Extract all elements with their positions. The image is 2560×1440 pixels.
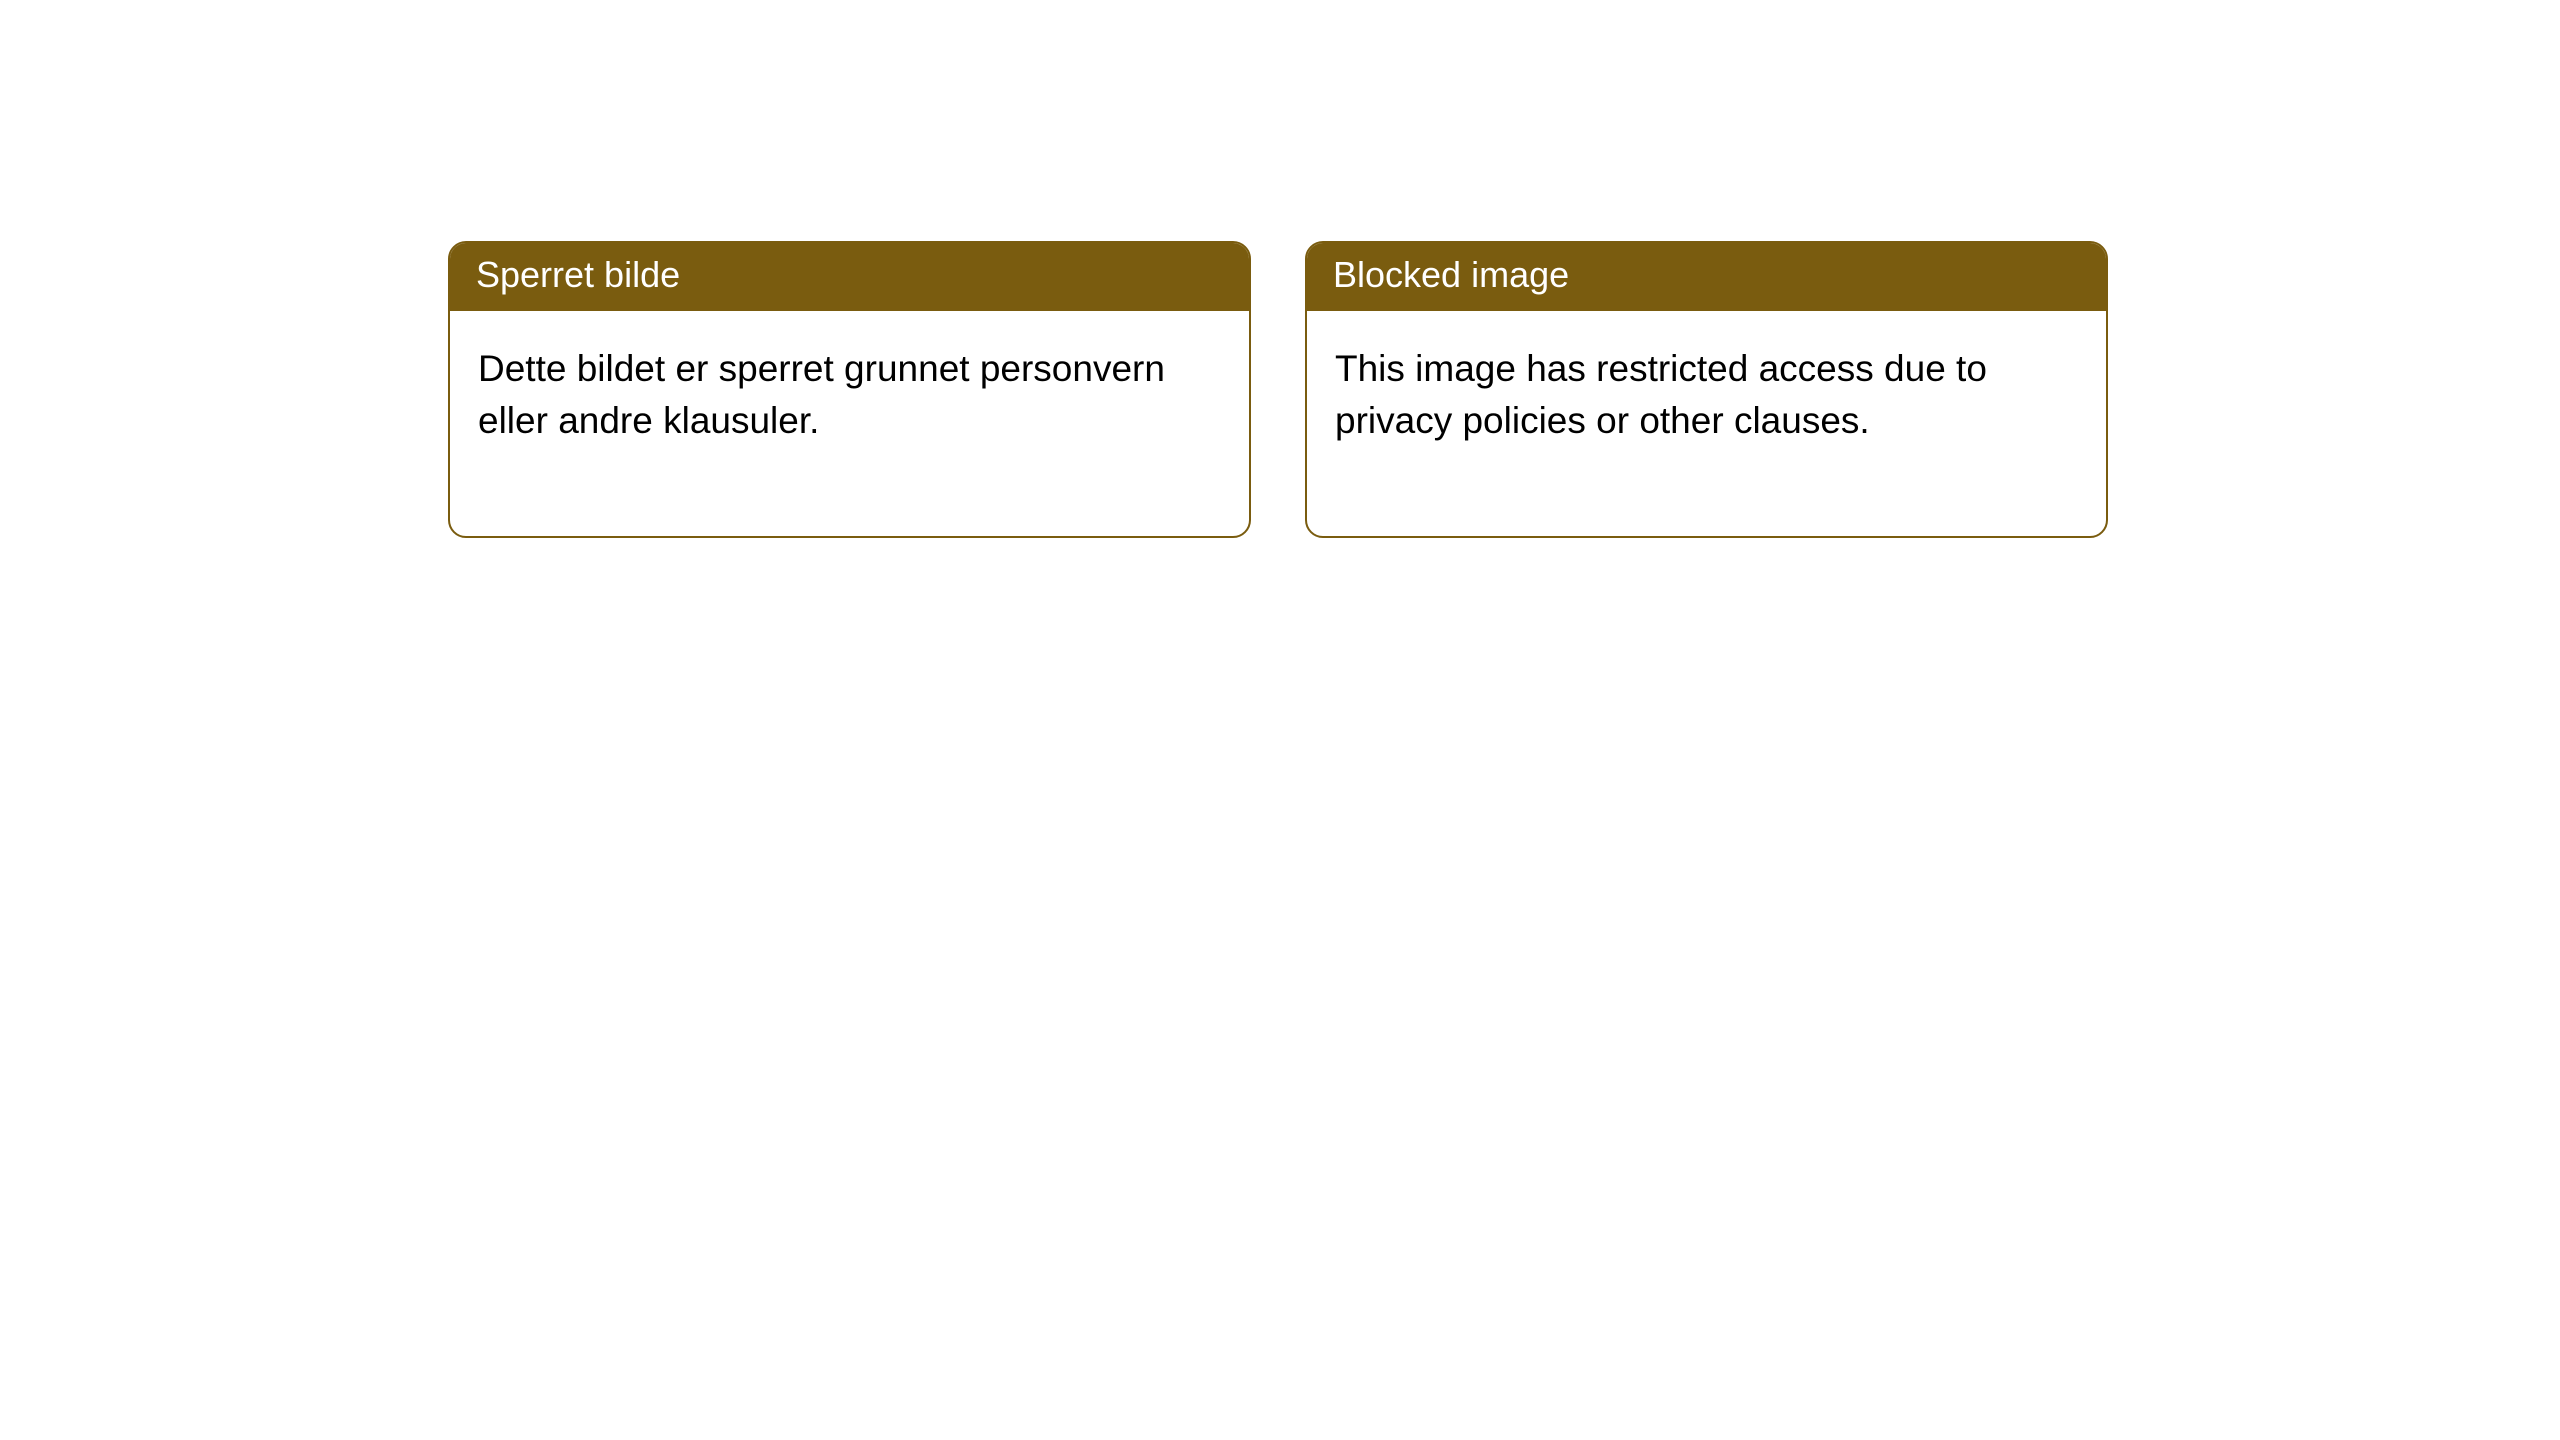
card-header: Blocked image: [1307, 243, 2106, 311]
notice-cards-container: Sperret bilde Dette bildet er sperret gr…: [448, 241, 2108, 538]
card-body: Dette bildet er sperret grunnet personve…: [450, 311, 1249, 537]
card-body: This image has restricted access due to …: [1307, 311, 2106, 537]
notice-card-norwegian: Sperret bilde Dette bildet er sperret gr…: [448, 241, 1251, 538]
card-header: Sperret bilde: [450, 243, 1249, 311]
notice-card-english: Blocked image This image has restricted …: [1305, 241, 2108, 538]
